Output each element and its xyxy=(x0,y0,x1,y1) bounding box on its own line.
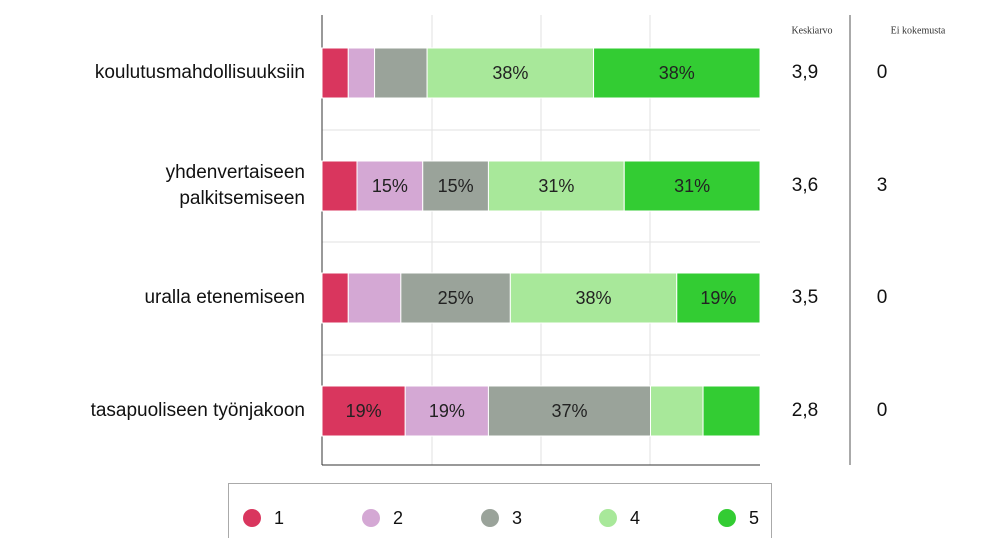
data-label: 19% xyxy=(429,401,465,421)
data-label: 37% xyxy=(551,401,587,421)
column-value: 0 xyxy=(877,400,888,421)
column-value: 3 xyxy=(877,175,888,196)
category-label: uralla etenemiseen xyxy=(144,287,305,308)
data-label: 25% xyxy=(438,288,474,308)
legend-label: 5 xyxy=(749,508,759,528)
data-label: 31% xyxy=(674,176,710,196)
data-label: 15% xyxy=(372,176,408,196)
legend-label: 4 xyxy=(630,508,640,528)
bar-segment xyxy=(400,272,511,324)
bar-segment xyxy=(347,47,376,99)
bar-segment xyxy=(676,272,761,324)
bar-segment xyxy=(623,160,761,212)
column-value: 3,6 xyxy=(792,175,818,196)
data-label: 38% xyxy=(492,63,528,83)
column-header: Ei kokemusta xyxy=(891,25,946,36)
data-label: 38% xyxy=(659,63,695,83)
category-label: tasapuoliseen työnjakoon xyxy=(90,400,305,421)
bar-segment xyxy=(593,47,761,99)
data-label: 15% xyxy=(438,176,474,196)
column-header: Keskiarvo xyxy=(791,25,832,36)
bar-segment xyxy=(321,47,349,99)
bar-segment xyxy=(321,272,349,324)
legend-label: 2 xyxy=(393,508,403,528)
legend-label: 1 xyxy=(274,508,284,528)
legend-swatch xyxy=(481,509,499,527)
legend-swatch xyxy=(243,509,261,527)
category-label: koulutusmahdollisuuksiin xyxy=(94,62,305,83)
legend-swatch xyxy=(599,509,617,527)
bar-segment xyxy=(321,385,406,437)
column-value: 2,8 xyxy=(792,400,818,421)
column-value: 0 xyxy=(877,287,888,308)
legend-swatch xyxy=(718,509,736,527)
data-label: 19% xyxy=(700,288,736,308)
bar-segment xyxy=(426,47,595,99)
bar-segment xyxy=(509,272,678,324)
bar-segment xyxy=(404,385,489,437)
bar-segment xyxy=(347,272,402,324)
bar-segment xyxy=(650,385,704,437)
column-value: 3,5 xyxy=(792,287,818,308)
legend-swatch xyxy=(362,509,380,527)
bar-segment xyxy=(321,160,358,212)
column-value: 0 xyxy=(877,62,888,83)
legend-box xyxy=(228,483,772,538)
data-label: 31% xyxy=(538,176,574,196)
bar-segment xyxy=(487,385,651,437)
data-label: 38% xyxy=(576,288,612,308)
legend-label: 3 xyxy=(512,508,522,528)
bar-segment xyxy=(702,385,761,437)
bar-segment xyxy=(487,160,625,212)
bar-segment xyxy=(374,47,428,99)
bar-segment xyxy=(422,160,489,212)
column-value: 3,9 xyxy=(792,62,818,83)
category-label: yhdenvertaiseen palkitsemiseen xyxy=(165,162,305,209)
data-label: 19% xyxy=(346,401,382,421)
